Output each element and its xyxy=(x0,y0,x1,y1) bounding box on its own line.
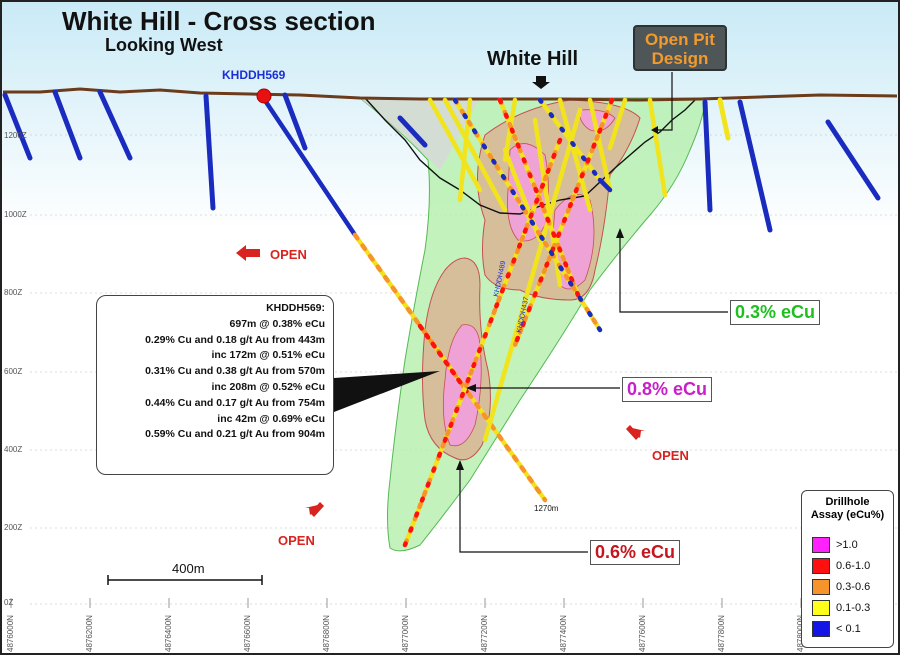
legend-item: < 0.1 xyxy=(812,621,892,637)
easting-label: 4877800N xyxy=(717,615,726,652)
legend-title-line2: Assay (eCu%) xyxy=(810,509,885,521)
legend-item: >1.0 xyxy=(812,537,892,553)
legend-title-line1: Drillhole xyxy=(825,496,870,508)
elevation-label: 0Z xyxy=(4,598,14,607)
grade-label-0.6: 0.6% eCu xyxy=(590,540,681,565)
legend-item-label: >1.0 xyxy=(836,539,858,551)
easting-label: 4876600N xyxy=(243,615,252,652)
intercept-callout: KHDDH569: 697m @ 0.38% eCu 0.29% Cu and … xyxy=(96,295,334,475)
legend-item: 0.6-1.0 xyxy=(812,558,892,574)
easting-ticks xyxy=(10,598,802,608)
grade-label-0.3: 0.3% eCu xyxy=(730,300,821,325)
callout-line: 697m @ 0.38% eCu xyxy=(229,317,325,330)
elevation-label: 200Z xyxy=(4,523,23,532)
figure-subtitle: Looking West xyxy=(105,35,223,55)
easting-label: 4877000N xyxy=(401,615,410,652)
open-label-right: OPEN xyxy=(652,448,689,463)
hole-end-depth: 1270m xyxy=(534,504,559,513)
pit-label-line1: Open Pit xyxy=(645,30,715,49)
legend-item-label: 0.6-1.0 xyxy=(836,560,871,572)
callout-line: KHDDH569: xyxy=(266,302,325,314)
easting-label: 4876200N xyxy=(85,615,94,652)
easting-label: 4877600N xyxy=(638,615,647,652)
figure-title: White Hill - Cross section xyxy=(62,6,376,36)
callout-line: 0.59% Cu and 0.21 g/t Au from 904m xyxy=(145,428,325,441)
legend-item-label: 0.3-0.6 xyxy=(836,581,871,593)
legend-item: 0.3-0.6 xyxy=(812,579,892,595)
drillhole-label: KHDDH569 xyxy=(222,68,286,82)
open-arrow-downleft-icon xyxy=(305,502,324,517)
elevation-label: 400Z xyxy=(4,445,23,454)
easting-label: 4876000N xyxy=(6,615,15,652)
elevation-label: 1200Z xyxy=(4,131,27,140)
elevation-label: 600Z xyxy=(4,367,23,376)
easting-label: 4876400N xyxy=(164,615,173,652)
khddh569-collar-marker xyxy=(256,88,272,104)
leader-0.6 xyxy=(459,462,588,553)
easting-label: 4877400N xyxy=(559,615,568,652)
legend-item-label: 0.1-0.3 xyxy=(836,602,871,614)
open-pit-design-label: Open Pit Design xyxy=(633,25,727,71)
leader-0.3 xyxy=(619,230,728,313)
elevation-label: 800Z xyxy=(4,288,23,297)
callout-line: inc 208m @ 0.52% eCu xyxy=(211,380,325,393)
white-hill-label: White Hill xyxy=(487,48,579,70)
white-hill-arrow-icon xyxy=(532,76,550,89)
callout-pointer xyxy=(334,371,440,412)
callout-line: inc 42m @ 0.69% eCu xyxy=(217,412,325,425)
pit-design-pointer xyxy=(658,72,673,131)
assay-legend: Drillhole Assay (eCu%) >1.0 0.6-1.0 0.3-… xyxy=(801,490,894,648)
elevation-label: 1000Z xyxy=(4,210,27,219)
legend-swatch xyxy=(812,600,830,616)
scale-bar-label: 400m xyxy=(172,561,205,576)
open-label-left: OPEN xyxy=(270,247,307,262)
open-arrow-right-icon xyxy=(626,425,645,440)
legend-swatch xyxy=(812,579,830,595)
scale-bar xyxy=(107,575,263,585)
legend-swatch xyxy=(812,621,830,637)
callout-line: 0.31% Cu and 0.38 g/t Au from 570m xyxy=(145,365,325,378)
open-label-bottom: OPEN xyxy=(278,533,315,548)
callout-line: 0.44% Cu and 0.17 g/t Au from 754m xyxy=(145,396,325,409)
callout-line: 0.29% Cu and 0.18 g/t Au from 443m xyxy=(145,333,325,346)
grade-label-0.8: 0.8% eCu xyxy=(622,377,713,402)
open-arrow-left-icon xyxy=(236,245,260,261)
easting-label: 4877200N xyxy=(480,615,489,652)
drillholes xyxy=(2,89,881,548)
callout-line: inc 172m @ 0.51% eCu xyxy=(211,349,325,362)
legend-swatch xyxy=(812,558,830,574)
pit-label-line2: Design xyxy=(651,49,709,68)
legend-item-label: < 0.1 xyxy=(836,623,861,635)
easting-label: 4876800N xyxy=(322,615,331,652)
pit-overburden xyxy=(360,98,480,170)
legend-item: 0.1-0.3 xyxy=(812,600,892,616)
legend-swatch xyxy=(812,537,830,553)
